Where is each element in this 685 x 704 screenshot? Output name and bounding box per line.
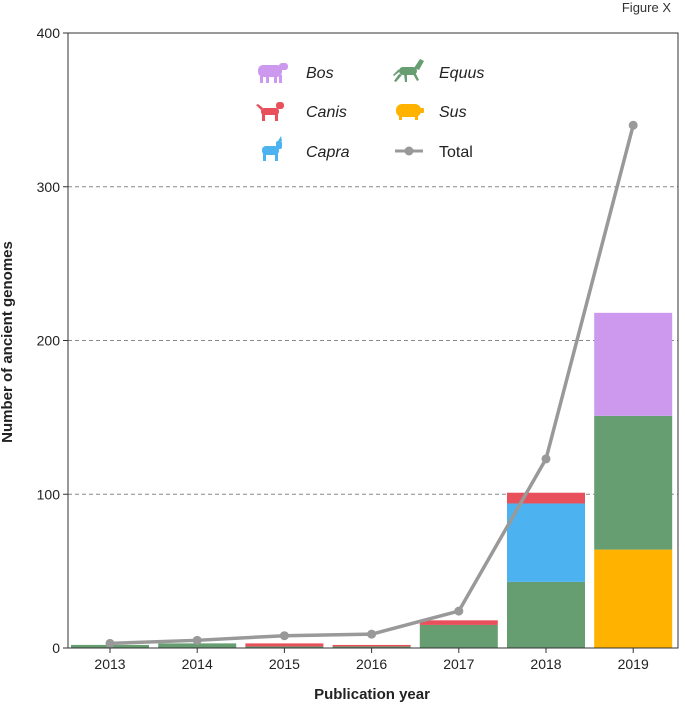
capra-icon-part — [276, 141, 282, 149]
equus-icon-part — [413, 74, 419, 81]
y-tick-label: 400 — [37, 25, 61, 41]
bar-segment-sus — [594, 549, 673, 648]
total-icon — [395, 146, 423, 156]
x-tick-label: 2013 — [94, 656, 125, 672]
total-point — [628, 120, 638, 130]
y-tick-label: 0 — [52, 640, 60, 656]
sus-icon-part — [415, 115, 418, 120]
capra-icon-part — [275, 153, 278, 161]
legend-label-canis: Canis — [306, 104, 347, 121]
bar-segment-capra — [507, 503, 585, 582]
capra-icon-part — [278, 136, 282, 141]
sus-icon-part — [396, 104, 421, 117]
equus-icon-part — [394, 74, 402, 82]
capra-icon — [262, 136, 282, 161]
bar-segment-equus — [332, 646, 411, 648]
canis-icon — [256, 102, 284, 121]
legend-label-capra: Capra — [306, 144, 350, 161]
legend-label-bos: Bos — [306, 65, 334, 82]
x-tick-label: 2016 — [356, 656, 387, 672]
total-point — [541, 454, 551, 464]
y-tick-label: 200 — [37, 333, 61, 349]
bar-segment-equus — [419, 624, 498, 648]
bar-segment-equus — [594, 415, 673, 550]
sus-icon-part — [419, 108, 424, 113]
legend-label-equus: Equus — [439, 65, 484, 82]
gridlines — [68, 186, 678, 495]
bar-segment-bos — [594, 312, 673, 416]
y-axis-title: Number of ancient genomes — [0, 241, 16, 443]
x-tick-label: 2019 — [618, 656, 649, 672]
canis-icon-part — [261, 108, 279, 115]
canis-icon-part — [275, 113, 278, 121]
x-tick-label: 2015 — [269, 656, 300, 672]
bar-segment-equus — [245, 646, 324, 648]
equus-icon-part — [399, 67, 417, 75]
y-tick-label: 100 — [37, 486, 61, 502]
bos-icon — [258, 63, 288, 83]
equus-icon-part — [414, 59, 424, 70]
x-tick-label: 2017 — [443, 656, 474, 672]
sus-icon-part — [399, 115, 402, 120]
legend-label-total: Total — [439, 144, 473, 161]
figure-label: Figure X — [621, 0, 671, 15]
bos-icon-part — [279, 63, 288, 70]
bos-icon-part — [260, 75, 263, 83]
x-axis-title: Publication year — [314, 686, 430, 703]
total-point — [192, 635, 202, 645]
total-point — [367, 629, 377, 639]
bos-icon-part — [279, 75, 282, 83]
canis-icon-part — [256, 104, 263, 110]
bar-segment-equus — [158, 643, 237, 648]
capra-icon-part — [263, 153, 266, 161]
x-tick-label: 2018 — [530, 656, 561, 672]
x-tick-label: 2014 — [182, 656, 213, 672]
bos-icon-part — [258, 65, 282, 77]
bos-icon-part — [266, 75, 269, 83]
y-tick-label: 300 — [37, 179, 61, 195]
equus-icon — [393, 59, 424, 82]
bar-segment-canis — [419, 620, 498, 625]
equus-icon-part — [393, 69, 399, 76]
total-icon-part — [404, 146, 414, 156]
bar-segment-equus — [507, 581, 585, 648]
legend-label-sus: Sus — [439, 104, 467, 121]
bos-icon-part — [274, 75, 277, 83]
axes: 0 100 200 300 400 2013 2014 2015 2016 2017 2018 201… — [37, 25, 679, 672]
bars — [71, 312, 673, 648]
total-point — [454, 606, 464, 616]
canis-icon-part — [276, 102, 284, 109]
capra-icon-part — [262, 146, 279, 155]
bar-segment-canis — [507, 492, 585, 504]
canis-icon-part — [262, 113, 265, 121]
total-point — [279, 631, 289, 641]
total-line — [105, 120, 638, 648]
bar-segment-canis — [332, 644, 411, 647]
legend: Bos Canis Capra Equus Sus Total — [256, 59, 484, 161]
bar-segment-canis — [245, 643, 324, 647]
total-point — [105, 638, 115, 648]
equus-icon-part — [404, 74, 407, 82]
sus-icon — [396, 104, 424, 120]
